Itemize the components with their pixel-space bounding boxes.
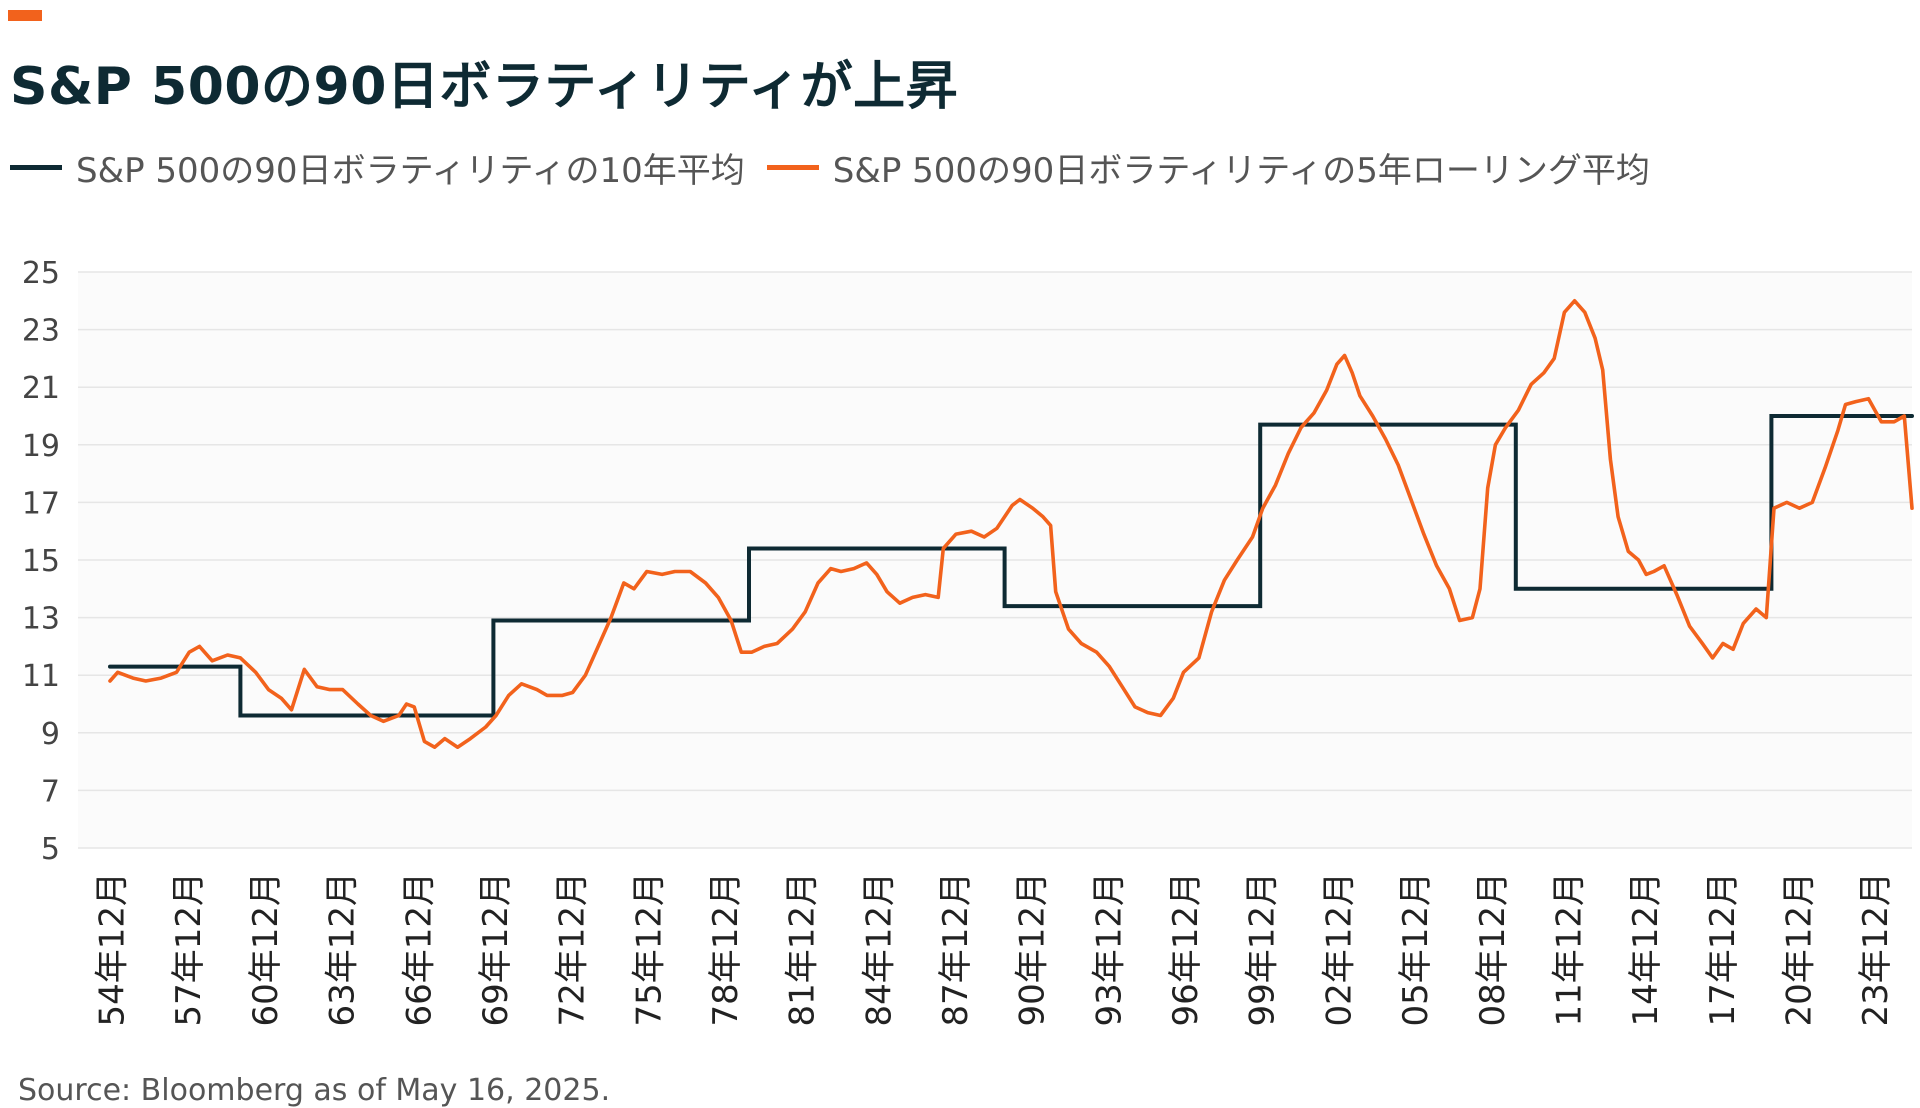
- y-tick-label: 15: [22, 544, 60, 579]
- y-tick-label: 11: [22, 659, 60, 694]
- y-tick-label: 23: [22, 314, 60, 349]
- legend-item-ten-year: S&P 500の90日ボラティリティの10年平均: [10, 143, 745, 192]
- y-tick-label: 21: [22, 371, 60, 406]
- x-tick-label: 93年12月: [1089, 872, 1129, 1027]
- x-tick-label: 20年12月: [1780, 872, 1820, 1027]
- x-tick-label: 23年12月: [1856, 872, 1896, 1027]
- line-chart: 5 7 9 11 13 15 17 19 21 23 25 54年12月 57年12月 60年12月 63年…: [22, 256, 1914, 1027]
- series-line-rolling: [108, 299, 1914, 749]
- y-tick-label: 13: [22, 602, 60, 637]
- x-tick-label: 60年12月: [246, 872, 286, 1027]
- legend-swatch-rolling: [766, 164, 819, 170]
- legend-label-rolling: S&P 500の90日ボラティリティの5年ローリング平均: [832, 150, 1650, 191]
- x-tick-label: 96年12月: [1166, 872, 1206, 1027]
- y-tick-label: 7: [41, 774, 60, 809]
- x-tick-label: 69年12月: [476, 872, 516, 1027]
- x-tick-label: 08年12月: [1473, 872, 1513, 1027]
- legend-swatch-ten-year: [10, 164, 62, 170]
- legend-label-ten-year: S&P 500の90日ボラティリティの10年平均: [76, 150, 745, 191]
- accent-bar: [8, 10, 42, 21]
- legend-item-rolling: S&P 500の90日ボラティリティの5年ローリング平均: [766, 143, 1650, 192]
- x-tick-label: 02年12月: [1319, 872, 1359, 1027]
- x-tick-label: 78年12月: [706, 872, 746, 1027]
- x-tick-label: 90年12月: [1013, 872, 1053, 1027]
- x-tick-label: 63年12月: [323, 872, 363, 1027]
- series-line-ten-year: [108, 414, 1914, 718]
- x-tick-label: 99年12月: [1243, 872, 1283, 1027]
- y-tick-label: 19: [22, 429, 60, 464]
- x-tick-label: 84年12月: [859, 872, 899, 1027]
- y-tick-label: 17: [22, 486, 60, 521]
- x-tick-label: 75年12月: [629, 872, 669, 1027]
- x-tick-label: 57年12月: [169, 872, 209, 1027]
- x-tick-label: 14年12月: [1626, 872, 1666, 1027]
- x-tick-label: 72年12月: [553, 872, 593, 1027]
- source-note: Source: Bloomberg as of May 16, 2025.: [18, 1073, 611, 1108]
- x-tick-label: 81年12月: [783, 872, 823, 1027]
- y-tick-label: 25: [22, 256, 60, 291]
- y-tick-label: 9: [41, 717, 60, 752]
- chart-title: S&P 500の90日ボラティリティが上昇: [10, 57, 959, 117]
- x-tick-label: 11年12月: [1549, 872, 1589, 1027]
- x-tick-label: 87年12月: [936, 872, 976, 1027]
- x-tick-label: 66年12月: [399, 872, 439, 1027]
- x-tick-label: 54年12月: [93, 872, 133, 1027]
- legend: S&P 500の90日ボラティリティの10年平均 S&P 500の90日ボラティ…: [10, 143, 1672, 192]
- y-tick-label: 5: [41, 832, 60, 867]
- x-tick-label: 05年12月: [1396, 872, 1436, 1027]
- x-tick-label: 17年12月: [1703, 872, 1743, 1027]
